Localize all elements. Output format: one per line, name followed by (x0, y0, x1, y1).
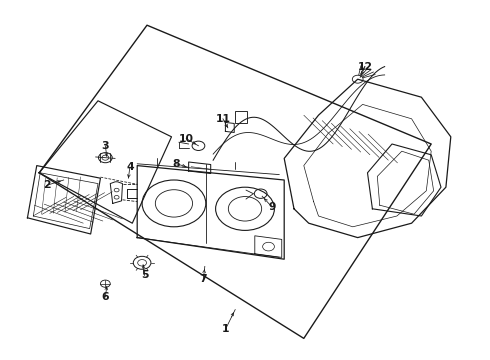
Text: 9: 9 (268, 202, 276, 212)
Bar (235, 111, 247, 123)
Text: 4: 4 (126, 162, 134, 172)
Text: 2: 2 (43, 180, 50, 190)
Text: 11: 11 (216, 114, 230, 124)
Text: 6: 6 (101, 292, 109, 302)
Text: 5: 5 (141, 270, 148, 280)
Text: 1: 1 (221, 324, 229, 334)
Text: 12: 12 (358, 62, 372, 72)
Text: 7: 7 (199, 274, 207, 284)
Text: 10: 10 (179, 134, 194, 144)
Text: 3: 3 (101, 141, 109, 151)
Text: 8: 8 (172, 159, 180, 169)
